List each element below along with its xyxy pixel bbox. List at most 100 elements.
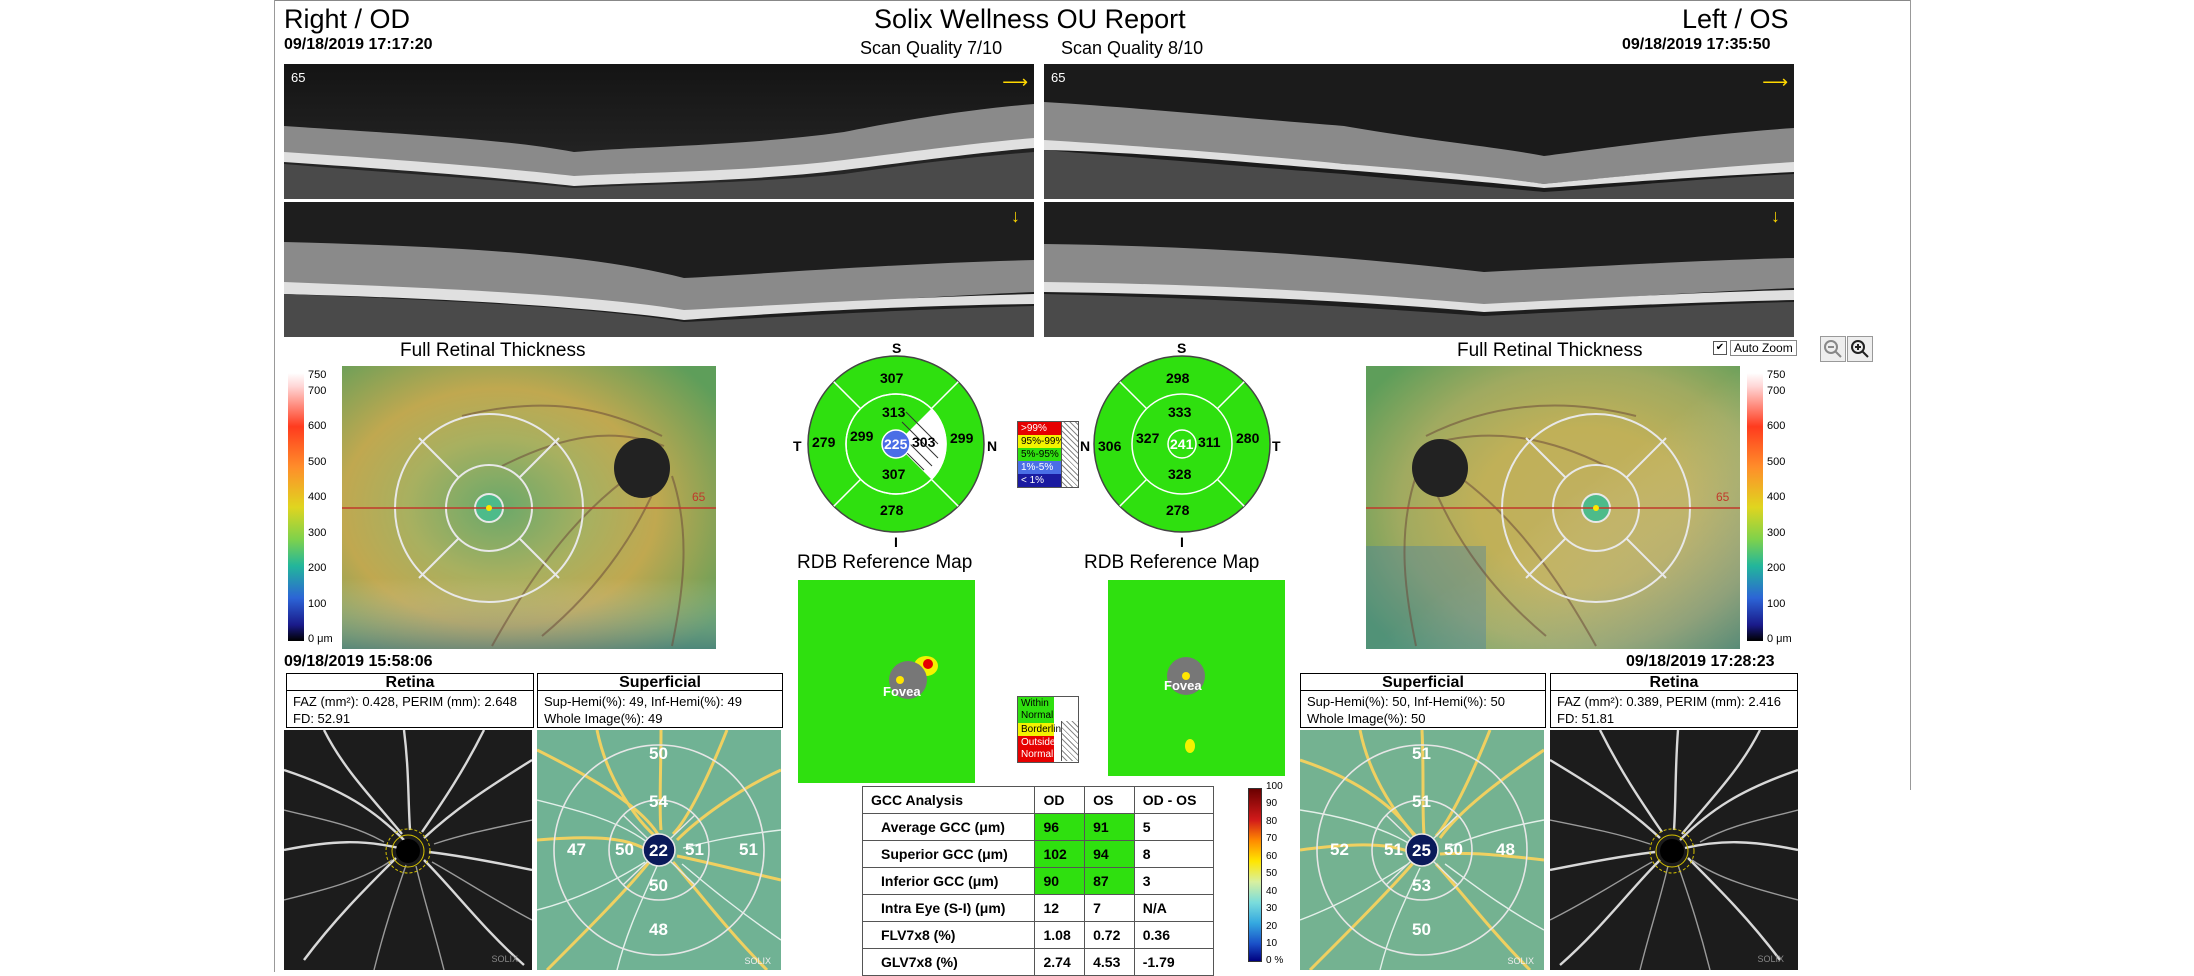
od-inner-inferior: 307: [882, 466, 906, 482]
gcc-row-label: FLV7x8 (%): [861, 921, 1036, 949]
od-inner-superior: 313: [882, 404, 906, 420]
scale-label: 300: [1767, 527, 1786, 539]
auto-zoom-label[interactable]: Auto Zoom: [1730, 340, 1797, 356]
scale-label: 500: [1767, 456, 1786, 468]
zoom-out-button[interactable]: [1820, 336, 1846, 362]
os-angio-date: 09/18/2019 17:28:23: [1626, 653, 1775, 670]
os-thickness-map[interactable]: 65: [1366, 366, 1740, 649]
gcc-od-value: 90: [1034, 867, 1086, 895]
os-rdb-map[interactable]: Fovea: [1108, 580, 1285, 776]
os-outer-nasal: 306: [1098, 438, 1122, 454]
gcc-os-value: 0.72: [1084, 921, 1135, 949]
gcc-os-value: 7: [1084, 894, 1135, 922]
os-superficial-density-map[interactable]: 51 51 52 51 25 50 48 53 50 SOLIX: [1300, 730, 1544, 970]
os-scan-datetime: 09/18/2019 17:35:50: [1622, 36, 1771, 53]
scale-label: 200: [1767, 562, 1786, 574]
od-hemi-info: Sup-Hemi(%): 49, Inf-Hemi(%): 49: [544, 694, 742, 709]
od-scale-labels: 750 700 600 500 400 300 200 100 0 μm: [308, 370, 338, 650]
od-horizontal-bscan[interactable]: 65 ⟶: [284, 64, 1034, 199]
os-sup-inner-bottom: 53: [1412, 876, 1431, 895]
od-superficial-info: Sup-Hemi(%): 49, Inf-Hemi(%): 49 Whole I…: [537, 690, 783, 728]
os-retina-info: FAZ (mm²): 0.389, PERIM (mm): 2.416 FD: …: [1550, 690, 1798, 728]
density-label: 100: [1266, 781, 1283, 792]
scan-direction-arrow-icon: ⟶: [1002, 72, 1028, 92]
os-horizontal-bscan[interactable]: 65 ⟶: [1044, 64, 1794, 199]
os-sup-outer-bottom: 50: [1412, 920, 1431, 939]
report-title: Solix Wellness OU Report: [874, 4, 1186, 34]
scale-label: 500: [308, 456, 327, 468]
od-line-label: 65: [692, 490, 706, 504]
scale-label: 0 μm: [1767, 633, 1792, 645]
left-border: [274, 0, 275, 972]
scale-label: 400: [1767, 491, 1786, 503]
gcc-diff-value: 5: [1133, 813, 1215, 841]
os-sup-outer-right: 48: [1496, 840, 1515, 859]
od-outer-inferior: 278: [880, 502, 904, 518]
os-temporal-label: T: [1272, 438, 1281, 454]
os-scale-labels: 750 700 600 500 400 300 200 100 0 μm: [1767, 370, 1807, 650]
density-label: 10: [1266, 938, 1278, 949]
od-sup-inner-top: 54: [649, 792, 668, 811]
od-superficial-density-map[interactable]: 50 54 47 50 22 51 51 50 48 SOLIX: [537, 730, 781, 970]
od-etdrs-grid[interactable]: 307 279 299 278 313 299 303 307 225: [806, 354, 986, 534]
gcc-header-row: GCC Analysis OD OS OD - OS: [861, 786, 1215, 814]
gcc-header: OD: [1034, 786, 1086, 814]
od-outer-nasal: 299: [950, 430, 974, 446]
scan-direction-arrow-icon: ⟶: [1762, 72, 1788, 92]
os-sup-outer-top: 51: [1412, 744, 1431, 763]
gcc-analysis-table: GCC Analysis OD OS OD - OS Average GCC (…: [861, 786, 1215, 976]
gcc-row-label: Inferior GCC (μm): [861, 867, 1036, 895]
os-scan-quality: Scan Quality 8/10: [1061, 38, 1204, 58]
scale-label: 750: [1767, 369, 1786, 381]
od-fovea-label: Fovea: [883, 684, 921, 699]
scale-label: 200: [308, 562, 327, 574]
scale-label: 400: [308, 491, 327, 503]
os-vertical-bscan[interactable]: ↓: [1044, 202, 1794, 337]
gcc-diff-value: 0.36: [1133, 921, 1215, 949]
od-outer-superior: 307: [880, 370, 904, 386]
gcc-row-label: Average GCC (μm): [861, 813, 1036, 841]
od-outer-temporal: 279: [812, 434, 836, 450]
os-sup-inner-right: 50: [1444, 840, 1463, 859]
os-fd-info: FD: 51.81: [1557, 711, 1615, 726]
od-sup-outer-right: 51: [739, 840, 758, 859]
gcc-diff-value: 8: [1133, 840, 1215, 868]
gcc-row: Superior GCC (μm) 102 94 8: [861, 840, 1215, 868]
od-retina-angiogram[interactable]: SOLIX: [284, 730, 532, 970]
od-center-thickness: 225: [884, 436, 908, 452]
scale-label: 600: [308, 420, 327, 432]
od-retina-info: FAZ (mm²): 0.428, PERIM (mm): 2.648 FD: …: [286, 690, 534, 728]
od-rdb-map[interactable]: Fovea: [798, 580, 975, 783]
os-etdrs-grid[interactable]: 298 306 280 278 333 327 311 328 241: [1092, 354, 1272, 534]
os-fovea-label: Fovea: [1164, 678, 1202, 693]
od-thickness-title: Full Retinal Thickness: [400, 340, 586, 361]
top-border: [274, 0, 1910, 1]
os-inner-inferior: 328: [1168, 466, 1192, 482]
od-scan-datetime: 09/18/2019 17:17:20: [284, 36, 433, 53]
os-faz-info: FAZ (mm²): 0.389, PERIM (mm): 2.416: [1557, 694, 1781, 709]
od-inner-nasal: 303: [912, 434, 936, 450]
os-inferior-label: I: [1180, 534, 1184, 550]
od-thickness-map[interactable]: 65: [342, 366, 716, 649]
os-inner-superior: 333: [1168, 404, 1192, 420]
od-rdb-title: RDB Reference Map: [797, 552, 973, 573]
gcc-row-label: Superior GCC (μm): [861, 840, 1036, 868]
zoom-in-button[interactable]: [1847, 336, 1873, 362]
auto-zoom-checkbox[interactable]: ✔: [1713, 341, 1727, 355]
gcc-diff-value: 3: [1133, 867, 1215, 895]
os-nasal-label: N: [1080, 438, 1091, 454]
od-angio-date: 09/18/2019 15:58:06: [284, 653, 433, 670]
legend-item: Outside Normal: [1018, 736, 1055, 762]
od-inferior-label: I: [894, 534, 898, 550]
scale-label: 600: [1767, 420, 1786, 432]
od-inner-temporal: 299: [850, 428, 874, 444]
legend-item: Within Normal: [1018, 697, 1054, 723]
gcc-diff-value: -1.79: [1133, 948, 1215, 976]
od-sup-outer-top: 50: [649, 744, 668, 763]
gcc-row: FLV7x8 (%) 1.08 0.72 0.36: [861, 921, 1215, 949]
density-label: 70: [1266, 833, 1278, 844]
gcc-header: OD - OS: [1133, 786, 1215, 814]
os-retina-angiogram[interactable]: SOLIX: [1550, 730, 1798, 970]
od-vertical-bscan[interactable]: ↓: [284, 202, 1034, 337]
density-label: 90: [1266, 798, 1278, 809]
